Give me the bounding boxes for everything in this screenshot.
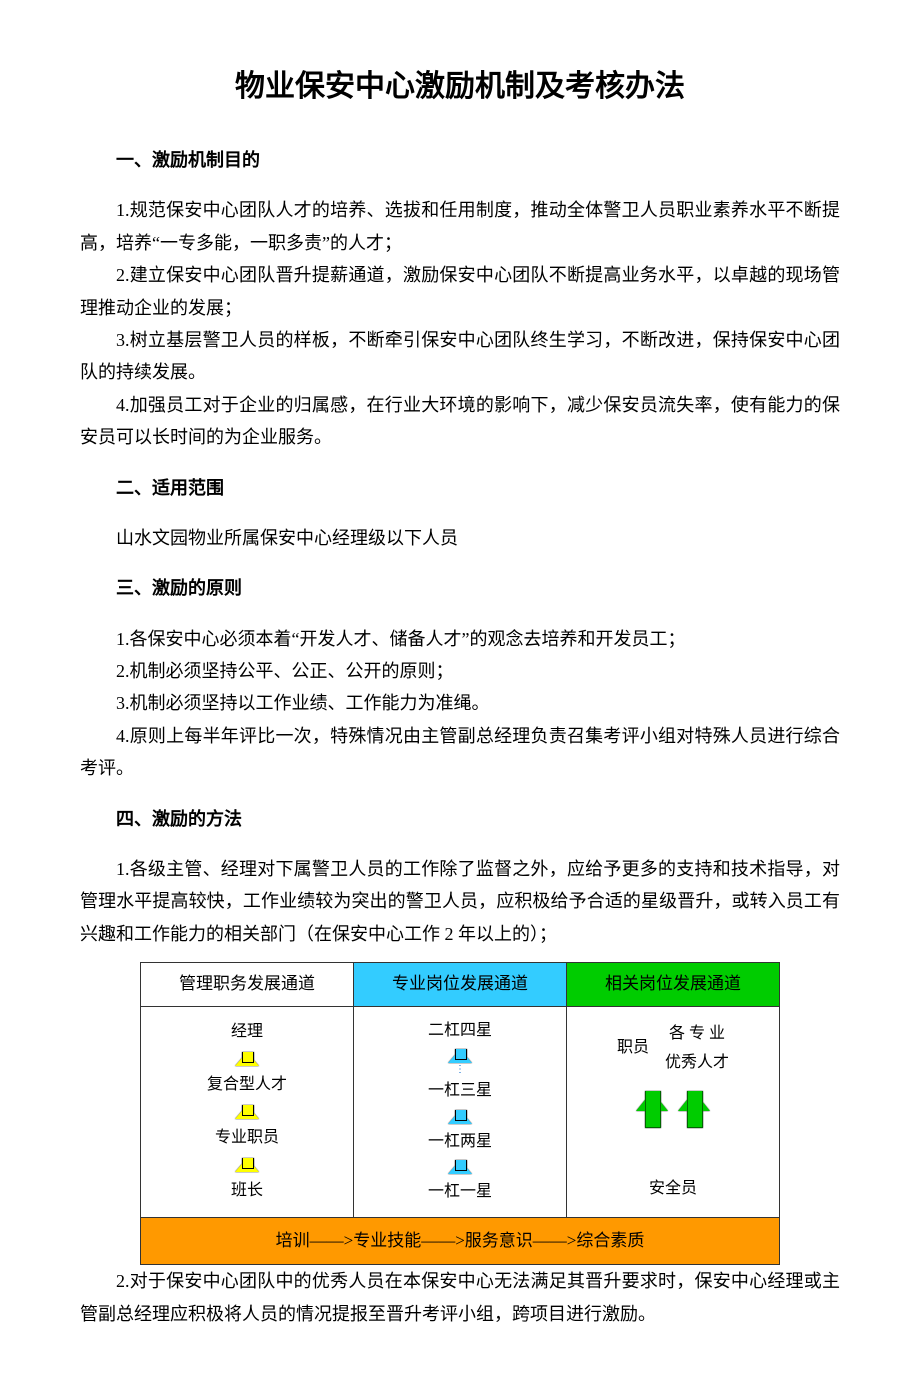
col2-level-4: 一杠一星 — [428, 1178, 492, 1207]
col3-top-row: 职员 各 专 业 优秀人才 — [617, 1020, 729, 1078]
diagram-header-1: 管理职务发展通道 — [141, 963, 354, 1006]
section4-heading: 四、激励的方法 — [80, 803, 840, 835]
section1-p4: 4.加强员工对于企业的归属感，在行业大环境的影响下，减少保安员流失率，使有能力的… — [80, 389, 840, 454]
up-arrow-icon — [235, 1052, 259, 1066]
diagram-col-3: 职员 各 专 业 优秀人才 安全员 — [567, 1007, 779, 1217]
section4-p2: 2.对于保安中心团队中的优秀人员在本保安中心无法满足其晋升要求时，保安中心经理或… — [80, 1265, 840, 1330]
section3-p4: 4.原则上每半年评比一次，特殊情况由主管副总经理负责召集考评小组对特殊人员进行综… — [80, 720, 840, 785]
col1-level-2: 复合型人才 — [207, 1071, 287, 1100]
up-arrow-icon — [636, 1091, 668, 1111]
section2-heading: 二、适用范围 — [80, 472, 840, 504]
section4-p1: 1.各级主管、经理对下属警卫人员的工作除了监督之外，应给予更多的支持和技术指导，… — [80, 853, 840, 950]
col3-bottom: 安全员 — [649, 1175, 697, 1204]
col1-level-4: 班长 — [231, 1177, 263, 1206]
section1-p2: 2.建立保安中心团队晋升提薪通道，激励保安中心团队不断提高业务水平，以卓越的现场… — [80, 259, 840, 324]
diagram-footer: 培训——>专业技能——>服务意识——>综合素质 — [140, 1218, 780, 1266]
diagram-col-1: 经理 复合型人才 专业职员 班长 — [141, 1007, 354, 1217]
up-arrow-icon — [678, 1091, 710, 1111]
up-arrow-icon — [235, 1158, 259, 1172]
diagram-header-3: 相关岗位发展通道 — [567, 963, 779, 1006]
col2-level-1: 二杠四星 — [428, 1017, 492, 1046]
section3-p3: 3.机制必须坚持以工作业绩、工作能力为准绳。 — [80, 687, 840, 719]
col1-level-1: 经理 — [231, 1018, 263, 1047]
col1-level-3: 专业职员 — [215, 1124, 279, 1153]
col3-top-right1: 各 专 业 — [665, 1020, 729, 1049]
section3-heading: 三、激励的原则 — [80, 572, 840, 604]
diagram-body: 经理 复合型人才 专业职员 班长 二杠四星 ⋮ 一杠三星 一杠两星 一杠一星 职… — [140, 1007, 780, 1218]
diagram-header-2: 专业岗位发展通道 — [354, 963, 567, 1006]
section1-heading: 一、激励机制目的 — [80, 144, 840, 176]
up-arrow-icon — [235, 1105, 259, 1119]
up-arrow-icon — [448, 1160, 472, 1174]
up-arrow-icon — [448, 1110, 472, 1124]
col3-top-right2: 优秀人才 — [665, 1049, 729, 1078]
col2-level-2: 一杠三星 — [428, 1077, 492, 1106]
career-path-diagram: 管理职务发展通道 专业岗位发展通道 相关岗位发展通道 经理 复合型人才 专业职员… — [140, 962, 780, 1265]
col3-top-left: 职员 — [617, 1034, 649, 1063]
diagram-header-row: 管理职务发展通道 专业岗位发展通道 相关岗位发展通道 — [140, 962, 780, 1007]
up-arrow-icon — [448, 1049, 472, 1063]
diagram-col-2: 二杠四星 ⋮ 一杠三星 一杠两星 一杠一星 — [354, 1007, 567, 1217]
ellipsis-icon: ⋮ — [455, 1067, 465, 1073]
section1-p1: 1.规范保安中心团队人才的培养、选拔和任用制度，推动全体警卫人员职业素养水平不断… — [80, 194, 840, 259]
section3-p2: 2.机制必须坚持公平、公正、公开的原则； — [80, 655, 840, 687]
section1-p3: 3.树立基层警卫人员的样板，不断牵引保安中心团队终生学习，不断改进，保持保安中心… — [80, 324, 840, 389]
section2-p1: 山水文园物业所属保安中心经理级以下人员 — [80, 522, 840, 554]
document-title: 物业保安中心激励机制及考核办法 — [80, 60, 840, 114]
section3-p1: 1.各保安中心必须本着“开发人才、储备人才”的观念去培养和开发员工； — [80, 623, 840, 655]
col2-level-3: 一杠两星 — [428, 1128, 492, 1157]
col3-arrows — [636, 1091, 710, 1111]
